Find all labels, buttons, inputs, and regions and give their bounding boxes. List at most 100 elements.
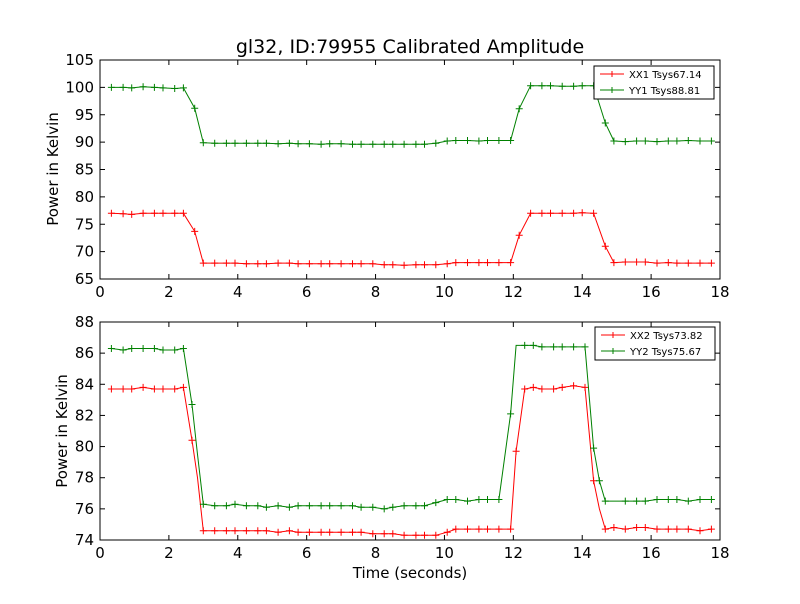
data-point <box>641 137 649 145</box>
data-point <box>400 531 408 539</box>
data-point <box>326 528 334 536</box>
series-group-bottom <box>107 341 715 539</box>
data-point <box>179 209 187 217</box>
data-point <box>199 500 207 508</box>
data-point <box>199 259 207 267</box>
data-point <box>139 345 147 352</box>
data-point <box>633 524 641 531</box>
data-point <box>664 137 672 145</box>
data-point <box>285 527 293 535</box>
legend-marker-yy1 <box>609 87 615 93</box>
data-point <box>527 82 535 90</box>
data-point <box>538 385 546 393</box>
data-point <box>707 137 715 145</box>
data-point <box>242 139 250 147</box>
data-point <box>188 436 196 444</box>
data-point <box>581 383 589 391</box>
data-point <box>621 138 629 146</box>
data-point <box>400 140 408 148</box>
data-point <box>242 527 250 535</box>
data-point <box>231 259 239 267</box>
data-point <box>254 527 262 535</box>
ylabel-bottom: Power in Kelvin <box>53 374 71 488</box>
data-point <box>464 259 471 267</box>
data-point <box>452 496 460 503</box>
data-point <box>633 258 641 266</box>
data-point <box>128 345 136 352</box>
data-point <box>159 346 167 354</box>
data-point <box>317 140 325 148</box>
data-point <box>179 84 187 92</box>
data-point <box>653 259 661 267</box>
y-tick-label: 78 <box>75 469 94 487</box>
data-point <box>570 343 578 351</box>
data-point <box>285 139 293 147</box>
x-tick-label: 0 <box>95 283 105 301</box>
legend-bottom: XX2 Tsys73.82 YY2 Tsys75.67 <box>594 326 716 361</box>
data-point <box>171 85 179 92</box>
legend-label-xx1: XX1 Tsys67.14 <box>629 70 702 81</box>
y-tick-label: 82 <box>75 406 94 424</box>
data-point <box>222 139 230 147</box>
data-point <box>119 385 127 393</box>
data-point <box>357 528 365 536</box>
axes-frame-bottom <box>99 321 721 541</box>
data-point <box>550 385 558 393</box>
x-tick-label: 16 <box>642 544 661 562</box>
data-point <box>274 140 282 148</box>
data-point <box>317 502 325 510</box>
data-point <box>570 82 578 90</box>
data-point <box>317 260 325 268</box>
data-point <box>664 496 672 503</box>
data-point <box>188 401 196 408</box>
data-point <box>357 260 365 268</box>
data-point <box>707 525 715 533</box>
data-point <box>495 137 503 144</box>
data-point <box>558 209 566 217</box>
data-point <box>547 209 554 217</box>
data-point <box>179 345 187 352</box>
data-point <box>305 140 313 148</box>
data-point <box>412 502 420 510</box>
data-point <box>601 497 609 505</box>
data-point <box>641 258 649 266</box>
y-tick-label: 70 <box>75 243 94 261</box>
data-point <box>421 502 428 510</box>
data-point <box>696 137 704 145</box>
data-point <box>128 210 136 218</box>
data-point <box>538 343 546 351</box>
data-point <box>443 137 451 145</box>
data-point <box>484 525 491 533</box>
data-point <box>443 528 451 536</box>
data-point <box>673 496 681 503</box>
data-point <box>128 385 136 393</box>
data-point <box>254 260 262 268</box>
data-point <box>653 525 661 533</box>
data-point <box>380 261 388 269</box>
data-point <box>610 137 618 145</box>
y-tick-label: 95 <box>75 106 94 124</box>
data-point <box>294 502 302 510</box>
data-point <box>452 137 460 144</box>
ticks-top: 0 2 4 6 8 10 12 14 16 18 65 70 75 80 85 90 95 100 105 <box>65 51 729 301</box>
data-point <box>464 497 471 505</box>
data-point <box>349 528 356 536</box>
data-point <box>558 343 566 351</box>
data-point <box>231 527 239 535</box>
x-tick-label: 4 <box>233 544 243 562</box>
data-point <box>369 140 377 148</box>
data-point <box>495 496 503 503</box>
data-point <box>262 139 270 147</box>
data-point <box>570 209 578 217</box>
data-point <box>389 140 397 148</box>
data-point <box>357 503 365 511</box>
data-point <box>512 447 520 455</box>
data-point <box>211 527 219 535</box>
data-point <box>527 209 535 217</box>
data-point <box>231 139 239 147</box>
data-point <box>641 524 649 531</box>
data-point <box>696 259 704 267</box>
x-tick-label: 2 <box>164 544 174 562</box>
data-point <box>211 502 219 510</box>
